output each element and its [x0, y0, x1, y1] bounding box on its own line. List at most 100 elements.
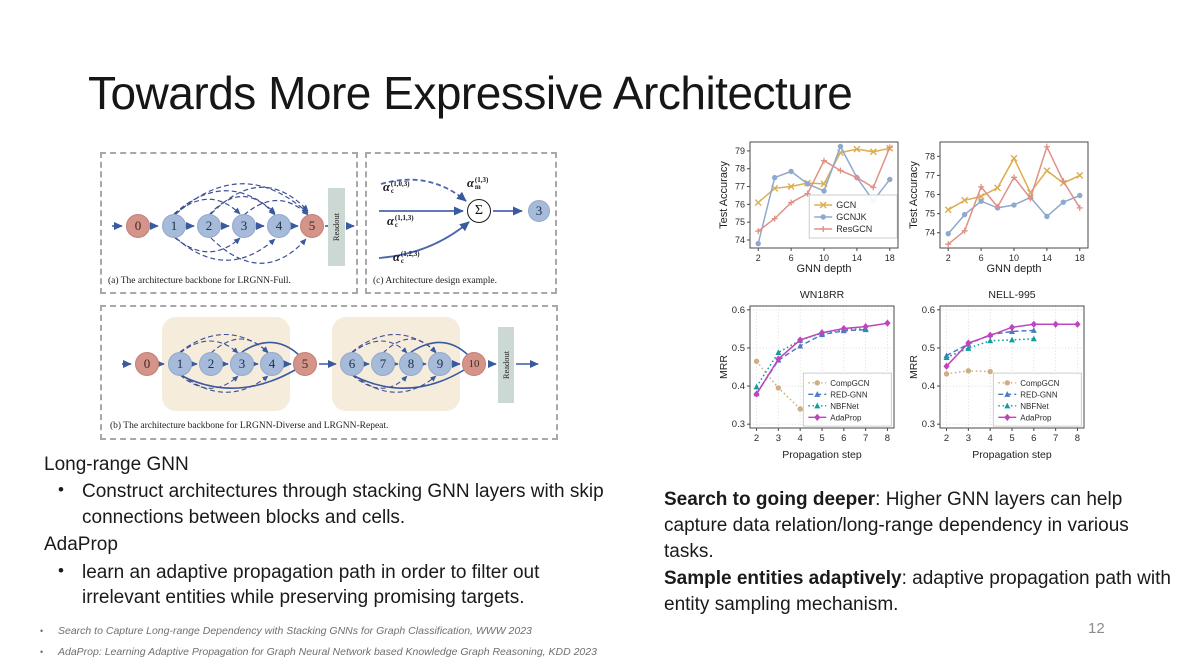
svg-text:76: 76	[735, 199, 745, 209]
svg-text:79: 79	[735, 146, 745, 156]
svg-text:0.6: 0.6	[732, 305, 745, 316]
svg-text:2: 2	[754, 433, 759, 444]
node-b-6: 6	[340, 352, 364, 376]
alpha-c-123-label: α (1,2,3) c	[393, 249, 420, 265]
svg-text:0.4: 0.4	[732, 381, 745, 392]
svg-text:CompGCN: CompGCN	[830, 379, 869, 388]
design-example-arcs	[378, 178, 523, 259]
node-a-4: 4	[267, 214, 291, 238]
footnote-1: • Search to Capture Long-range Dependenc…	[40, 625, 532, 637]
bold-search-to-going-deeper: Search to going deeper	[664, 489, 876, 510]
svg-text:74: 74	[925, 228, 935, 238]
node-a-0: 0	[126, 214, 150, 238]
svg-text:Propagation step: Propagation step	[782, 449, 862, 461]
svg-text:3: 3	[966, 433, 971, 444]
node-a-2: 2	[197, 214, 221, 238]
bold-sample-entities: Sample entities adaptively	[664, 567, 902, 589]
node-b-8: 8	[399, 352, 423, 376]
svg-text:0.5: 0.5	[732, 343, 745, 354]
svg-text:14: 14	[1042, 253, 1052, 263]
svg-text:7: 7	[863, 433, 868, 444]
chart-test-accuracy-left: 2 6 10 14 18 74 75 76 77 78 79 GNN depth Test Accura…	[716, 134, 904, 276]
svg-text:WN18RR: WN18RR	[800, 289, 845, 301]
svg-text:10: 10	[1009, 253, 1019, 263]
footnote-2: • AdaProp: Learning Adaptive Propagation…	[40, 646, 597, 658]
chart-nell995: 2 3 4 5 6 7 8 0.3 0.4 0.5 0.6 NELL-995 Propagation s…	[906, 280, 1094, 462]
right-text-block: Search to going deeper: Higher GNN layer…	[664, 487, 1172, 618]
svg-text:77: 77	[735, 182, 745, 192]
svg-text:ResGCN: ResGCN	[836, 224, 872, 234]
svg-text:GNN depth: GNN depth	[796, 263, 851, 275]
heading-adaprop: AdaProp	[44, 534, 118, 556]
svg-text:GNN depth: GNN depth	[986, 263, 1041, 275]
figure-box-a: 0 1 2 3 4 5 Readout (a) The architecture…	[100, 152, 358, 294]
svg-text:6: 6	[1031, 433, 1036, 444]
caption-a: (a) The architecture backbone for LRGNN-…	[108, 276, 291, 286]
svg-text:0.4: 0.4	[922, 381, 935, 392]
node-b-10: 10	[462, 352, 486, 376]
svg-text:6: 6	[979, 253, 984, 263]
node-b-2: 2	[199, 352, 223, 376]
svg-text:GCN: GCN	[836, 200, 856, 210]
bullet-learn: • learn an adaptive propagation path in …	[44, 560, 669, 611]
page-title: Towards More Expressive Architecture	[88, 67, 853, 119]
caption-c: (c) Architecture design example.	[373, 276, 497, 286]
alpha-m-13-label: α (1,3) m	[467, 175, 489, 191]
caption-b: (b) The architecture backbone for LRGNN-…	[110, 421, 389, 431]
bullet-glyph: •	[40, 647, 44, 657]
bullet-glyph: •	[40, 626, 44, 636]
svg-text:78: 78	[735, 164, 745, 174]
bullet-glyph: •	[58, 480, 64, 500]
node-b-3: 3	[230, 352, 254, 376]
sum-aggregator: Σ	[467, 199, 491, 223]
node-b-5: 5	[293, 352, 317, 376]
svg-text:10: 10	[819, 253, 829, 263]
paragraph-sample-entities: Sample entities adaptively: adaptive pro…	[664, 567, 1171, 615]
svg-text:RED-GNN: RED-GNN	[830, 390, 868, 399]
paragraph-search-deeper: Search to going deeper: Higher GNN layer…	[664, 489, 1129, 563]
readout-box-b: Readout	[498, 327, 514, 403]
chart-wn18rr: 2 3 4 5 6 7 8 0.3 0.4 0.5 0.6 WN18RR Propagation ste…	[716, 280, 904, 462]
node-c-3: 3	[528, 200, 550, 222]
svg-text:Propagation step: Propagation step	[972, 449, 1052, 461]
svg-text:2: 2	[756, 253, 761, 263]
svg-text:78: 78	[925, 151, 935, 161]
svg-text:RED-GNN: RED-GNN	[1020, 390, 1058, 399]
heading-long-range-gnn: Long-range GNN	[44, 454, 189, 475]
left-text-block: Long-range GNN • Construct architectures…	[44, 452, 669, 613]
svg-text:NELL-995: NELL-995	[988, 289, 1035, 301]
svg-text:Test Accuracy: Test Accuracy	[908, 161, 920, 229]
page-number: 12	[1088, 620, 1105, 637]
svg-text:4: 4	[798, 433, 803, 444]
svg-text:6: 6	[841, 433, 846, 444]
svg-text:7: 7	[1053, 433, 1058, 444]
chart-test-accuracy-right: 2 6 10 14 18 74 75 76 77 78 GNN depth Test Accuracy	[906, 134, 1094, 276]
node-b-1: 1	[168, 352, 192, 376]
svg-text:18: 18	[1075, 253, 1085, 263]
svg-text:14: 14	[852, 253, 862, 263]
figure-box-b: 0 1 2 3 4 5 6 7 8 9 10 Readout (b) The a…	[100, 305, 558, 440]
svg-text:0.3: 0.3	[922, 419, 935, 430]
svg-text:NBFNet: NBFNet	[830, 402, 859, 411]
svg-text:Test Accuracy: Test Accuracy	[718, 161, 730, 229]
node-a-3: 3	[232, 214, 256, 238]
svg-text:6: 6	[789, 253, 794, 263]
node-b-9: 9	[428, 352, 452, 376]
svg-text:3: 3	[776, 433, 781, 444]
svg-text:2: 2	[946, 253, 951, 263]
svg-text:74: 74	[735, 235, 745, 245]
svg-text:18: 18	[885, 253, 895, 263]
alpha-c-113-label: α (1,1,3) c	[387, 213, 414, 229]
bullet-construct: • Construct architectures through stacki…	[44, 479, 669, 530]
node-a-5: 5	[300, 214, 324, 238]
figure-box-c: α (1,0,3) c α (1,1,3) c α (1,2,3) c α (1,3)…	[365, 152, 557, 294]
svg-text:75: 75	[925, 209, 935, 219]
svg-text:0.3: 0.3	[732, 419, 745, 430]
svg-text:5: 5	[819, 433, 824, 444]
node-b-7: 7	[371, 352, 395, 376]
svg-text:2: 2	[944, 433, 949, 444]
svg-text:CompGCN: CompGCN	[1020, 379, 1059, 388]
svg-text:75: 75	[735, 217, 745, 227]
node-b-0: 0	[135, 352, 159, 376]
